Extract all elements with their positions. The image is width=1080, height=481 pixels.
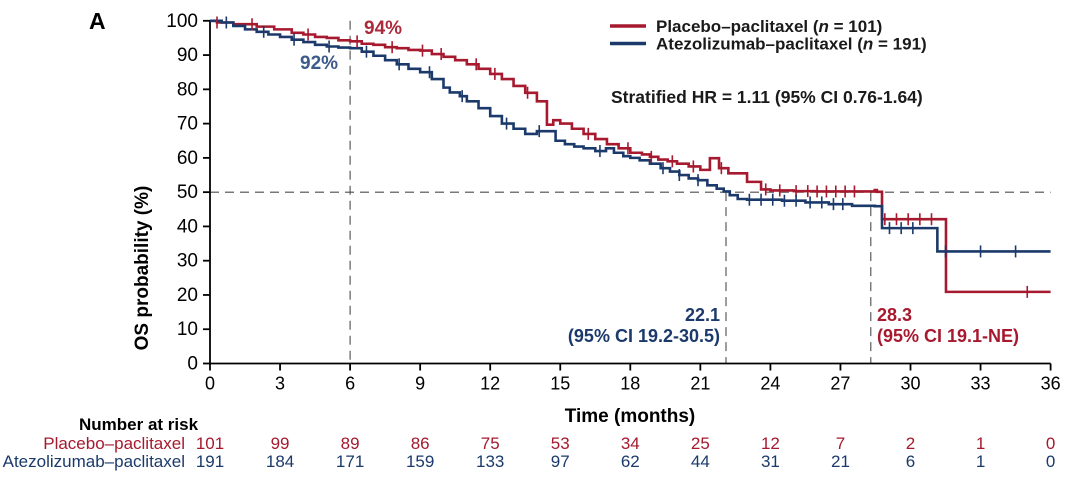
svg-text:24: 24	[760, 374, 780, 394]
svg-text:6: 6	[906, 452, 915, 471]
svg-text:7: 7	[836, 434, 845, 453]
svg-text:70: 70	[177, 114, 198, 135]
svg-text:1: 1	[976, 434, 985, 453]
svg-text:62: 62	[621, 452, 640, 471]
svg-text:0: 0	[1046, 452, 1055, 471]
svg-text:75: 75	[481, 434, 500, 453]
svg-text:89: 89	[341, 434, 360, 453]
svg-text:21: 21	[831, 452, 850, 471]
svg-text:31: 31	[761, 452, 780, 471]
svg-text:133: 133	[476, 452, 504, 471]
svg-text:40: 40	[177, 216, 198, 237]
svg-text:44: 44	[691, 452, 710, 471]
svg-text:Stratified HR = 1.11 (95% CI 0: Stratified HR = 1.11 (95% CI 0.76-1.64)	[611, 87, 923, 107]
svg-text:12: 12	[761, 434, 780, 453]
svg-text:60: 60	[177, 148, 198, 169]
svg-text:(95% CI 19.2-30.5): (95% CI 19.2-30.5)	[568, 326, 720, 346]
svg-text:159: 159	[406, 452, 434, 471]
svg-text:94%: 94%	[364, 18, 402, 39]
svg-text:10: 10	[177, 319, 198, 340]
svg-text:92%: 92%	[300, 53, 338, 74]
svg-text:15: 15	[550, 374, 570, 394]
svg-text:30: 30	[900, 374, 920, 394]
svg-text:101: 101	[196, 434, 224, 453]
svg-text:18: 18	[620, 374, 640, 394]
svg-text:1: 1	[976, 452, 985, 471]
svg-text:191: 191	[196, 452, 224, 471]
svg-text:3: 3	[275, 374, 285, 394]
svg-text:86: 86	[411, 434, 430, 453]
svg-text:12: 12	[480, 374, 500, 394]
svg-text:36: 36	[1041, 374, 1061, 394]
svg-text:50: 50	[177, 182, 198, 203]
svg-text:Number at risk: Number at risk	[79, 415, 199, 434]
svg-text:30: 30	[177, 251, 198, 272]
svg-text:0: 0	[205, 374, 215, 394]
svg-text:Placebo–paclitaxel: Placebo–paclitaxel	[43, 434, 185, 453]
svg-text:184: 184	[266, 452, 294, 471]
svg-text:9: 9	[415, 374, 425, 394]
svg-text:100: 100	[166, 11, 198, 32]
svg-text:33: 33	[971, 374, 991, 394]
svg-text:21: 21	[690, 374, 710, 394]
svg-text:34: 34	[621, 434, 640, 453]
svg-text:Atezolizumab–paclitaxel (n = 1: Atezolizumab–paclitaxel (n = 191)	[656, 35, 927, 54]
svg-text:171: 171	[336, 452, 364, 471]
svg-text:99: 99	[271, 434, 290, 453]
svg-text:80: 80	[177, 79, 198, 100]
svg-text:53: 53	[551, 434, 570, 453]
svg-text:(95% CI 19.1-NE): (95% CI 19.1-NE)	[877, 326, 1019, 346]
svg-text:90: 90	[177, 45, 198, 66]
svg-text:6: 6	[345, 374, 355, 394]
svg-text:97: 97	[551, 452, 570, 471]
svg-text:0: 0	[1046, 434, 1055, 453]
svg-text:OS probability (%): OS probability (%)	[132, 186, 153, 351]
svg-text:27: 27	[830, 374, 850, 394]
svg-text:2: 2	[906, 434, 915, 453]
svg-text:Time (months): Time (months)	[565, 406, 696, 427]
svg-text:0: 0	[187, 354, 198, 375]
svg-text:22.1: 22.1	[685, 305, 720, 325]
svg-text:Placebo–paclitaxel (n = 101): Placebo–paclitaxel (n = 101)	[656, 17, 882, 36]
svg-text:20: 20	[177, 285, 198, 306]
svg-text:A: A	[89, 8, 106, 34]
svg-text:28.3: 28.3	[877, 305, 912, 325]
svg-text:25: 25	[691, 434, 710, 453]
svg-text:Atezolizumab–paclitaxel: Atezolizumab–paclitaxel	[3, 452, 185, 471]
